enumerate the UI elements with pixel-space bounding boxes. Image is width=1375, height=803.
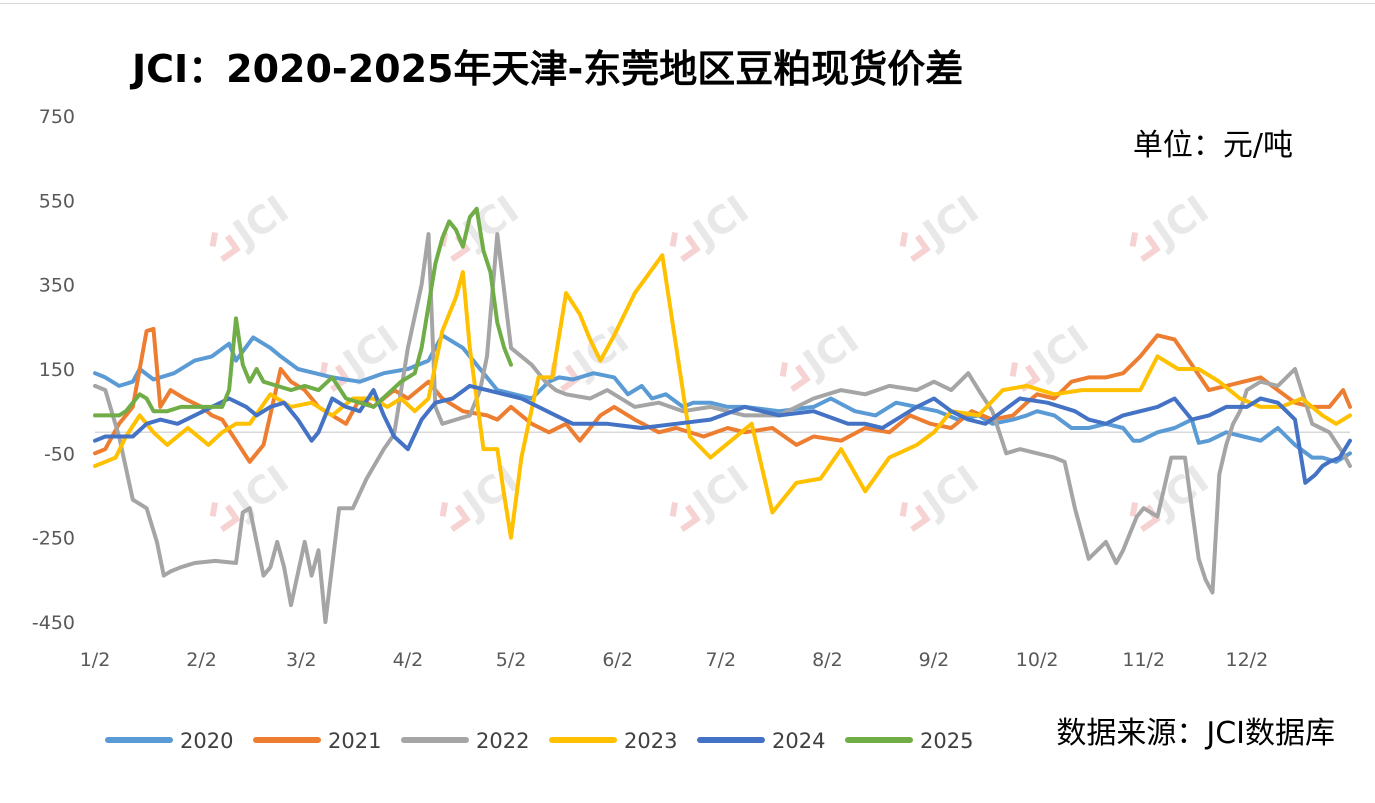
x-tick-label: 4/2 — [393, 649, 424, 671]
x-tick-label: 11/2 — [1122, 649, 1165, 671]
watermark: JCI — [669, 187, 757, 262]
watermark: JCI — [209, 187, 297, 262]
y-tick-label: -50 — [44, 443, 75, 465]
series-line-2024 — [93, 383, 1352, 485]
legend-item-2020[interactable]: 2020 — [105, 729, 233, 753]
source-label: 数据来源：JCI数据库 — [1056, 716, 1335, 751]
watermark: JCI — [1129, 187, 1217, 262]
watermark: JCI — [669, 457, 757, 532]
series-layer — [93, 206, 1352, 624]
x-tick-label: 9/2 — [919, 649, 950, 671]
x-tick-label: 10/2 — [1016, 649, 1059, 671]
series-line-2020 — [93, 333, 1352, 464]
series-line-2025 — [93, 206, 513, 418]
y-tick-label: -450 — [32, 612, 75, 634]
y-tick-label: 150 — [39, 359, 75, 381]
series-line-2021 — [93, 326, 1352, 464]
y-axis: 750 550 350 150 -50 -250 -450 — [32, 106, 75, 634]
x-tick-label: 12/2 — [1226, 649, 1269, 671]
x-tick-label: 2/2 — [186, 649, 217, 671]
x-tick-label: 5/2 — [496, 649, 527, 671]
legend-item-2023[interactable]: 2023 — [549, 729, 677, 753]
legend-label: 2023 — [624, 729, 677, 753]
legend-label: 2025 — [920, 729, 973, 753]
watermark: JCI — [899, 187, 987, 262]
legend-item-2024[interactable]: 2024 — [697, 729, 825, 753]
x-tick-label: 8/2 — [812, 649, 843, 671]
x-tick-label: 1/2 — [80, 649, 111, 671]
y-tick-label: -250 — [32, 528, 75, 550]
legend[interactable]: 2020 2021 2022 2023 2024 2025 — [105, 729, 973, 753]
legend-label: 2021 — [328, 729, 381, 753]
series-line-2022 — [93, 232, 1352, 624]
top-border — [0, 3, 1375, 4]
x-axis: 1/2 2/2 3/2 4/2 5/2 6/2 7/2 8/2 9/2 10/2 11/2 12/2 — [80, 649, 1268, 671]
y-tick-label: 750 — [39, 106, 75, 128]
watermark: JCI — [209, 457, 297, 532]
chart-title: JCI：2020-2025年天津-东莞地区豆粕现货价差 — [132, 47, 964, 91]
legend-item-2025[interactable]: 2025 — [845, 729, 973, 753]
legend-label: 2022 — [476, 729, 529, 753]
y-tick-label: 350 — [39, 275, 75, 297]
y-tick-label: 550 — [39, 190, 75, 212]
legend-item-2021[interactable]: 2021 — [253, 729, 381, 753]
x-tick-label: 7/2 — [705, 649, 736, 671]
unit-label: 单位：元/吨 — [1132, 128, 1293, 163]
watermark: JCI — [899, 457, 987, 532]
x-tick-label: 6/2 — [602, 649, 633, 671]
x-tick-label: 3/2 — [286, 649, 317, 671]
series-line-2023 — [93, 253, 1352, 540]
legend-label: 2020 — [180, 729, 233, 753]
legend-item-2022[interactable]: 2022 — [401, 729, 529, 753]
watermark: JCI — [779, 317, 867, 392]
legend-label: 2024 — [772, 729, 825, 753]
